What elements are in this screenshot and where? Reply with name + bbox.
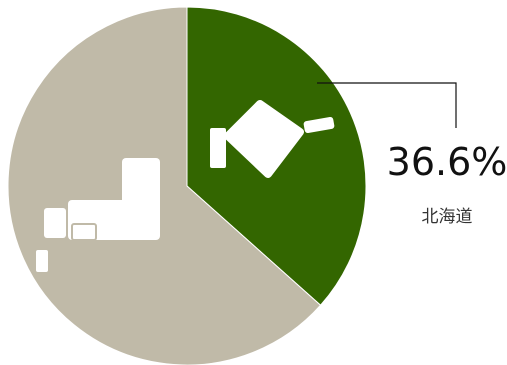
- pie-slices: [7, 6, 367, 365]
- callout-line: [317, 82, 457, 128]
- slice-value-label: 36.6%: [387, 140, 507, 184]
- japan-map-icon: [36, 100, 335, 272]
- slice-category-label: 北海道: [422, 207, 473, 227]
- pie-slice-1: [7, 6, 322, 365]
